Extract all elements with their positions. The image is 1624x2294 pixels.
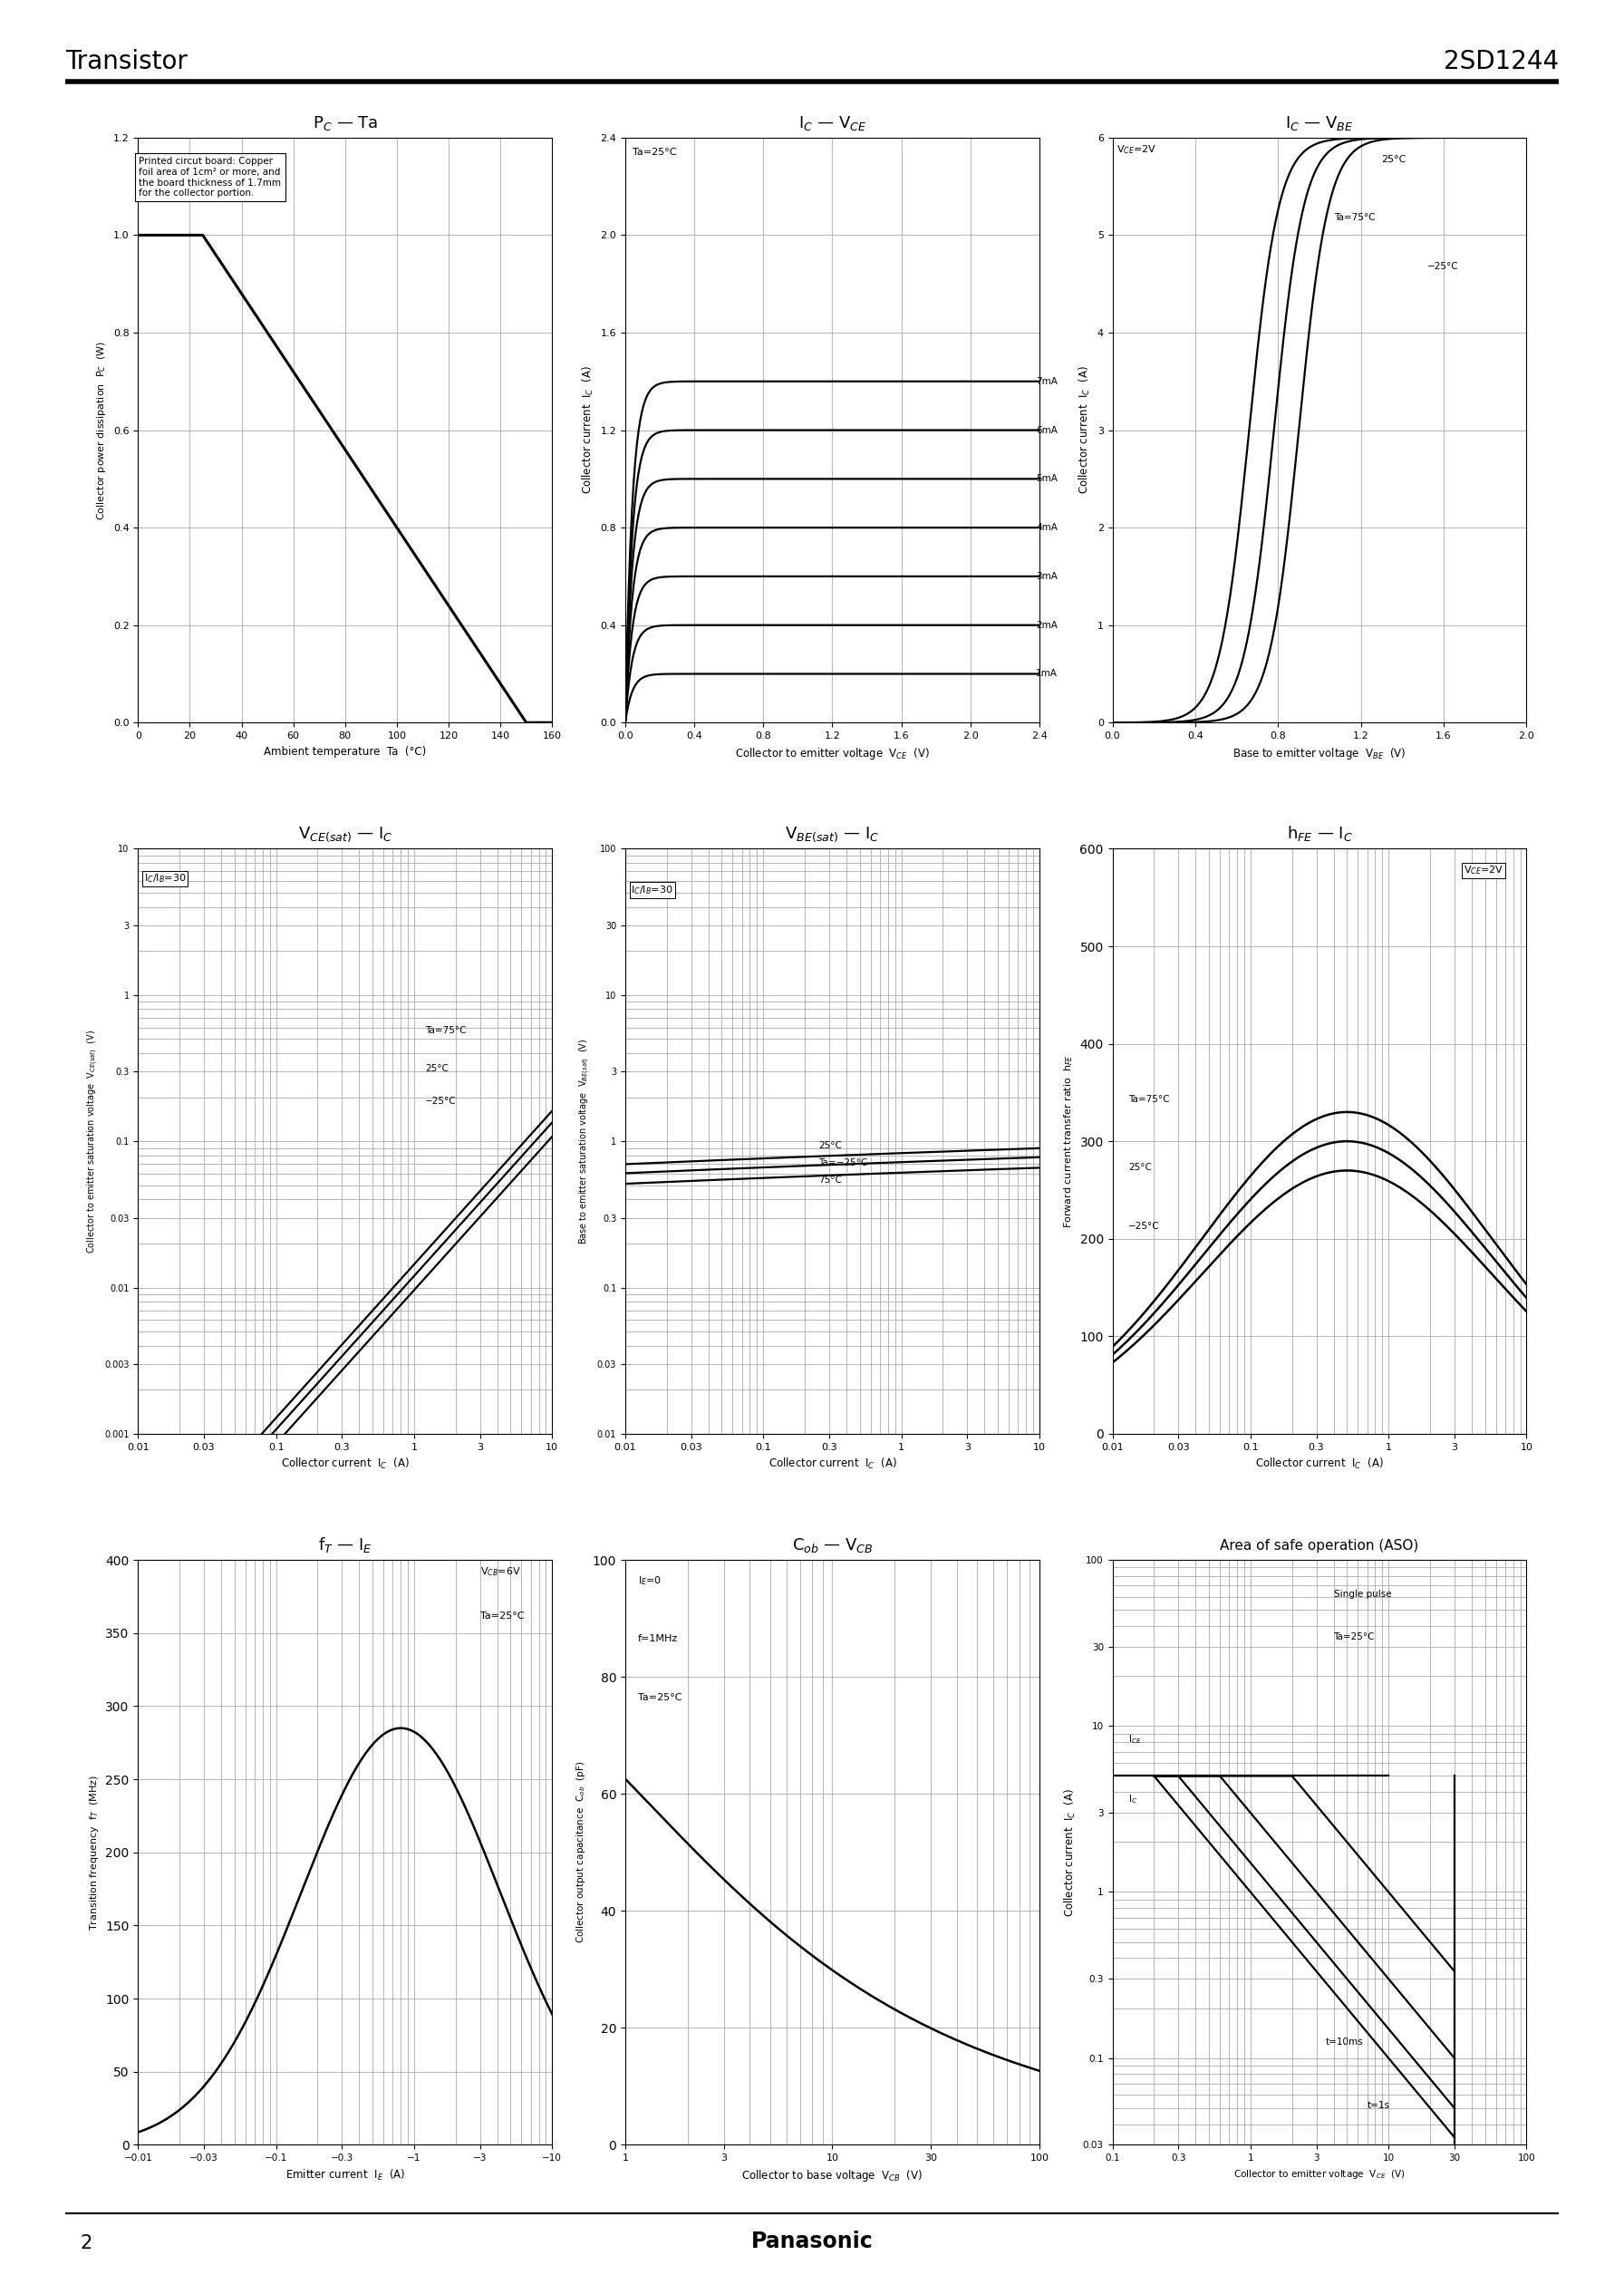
- Text: 1mA: 1mA: [1036, 670, 1057, 679]
- Text: V$_{CE}$=2V: V$_{CE}$=2V: [1463, 865, 1504, 876]
- Y-axis label: Collector power dissipation  P$_C$  (W): Collector power dissipation P$_C$ (W): [96, 340, 109, 521]
- X-axis label: Ambient temperature  Ta  (°C): Ambient temperature Ta (°C): [263, 746, 427, 757]
- Text: 2: 2: [80, 2234, 93, 2253]
- Text: Panasonic: Panasonic: [750, 2232, 874, 2253]
- Title: V$_{CE(sat)}$ — I$_C$: V$_{CE(sat)}$ — I$_C$: [297, 826, 393, 844]
- Text: Ta=75°C: Ta=75°C: [1333, 213, 1376, 223]
- Text: −25°C: −25°C: [1427, 262, 1458, 271]
- X-axis label: Collector current  I$_C$  (A): Collector current I$_C$ (A): [768, 1457, 896, 1470]
- X-axis label: Collector to emitter voltage  V$_{CE}$  (V): Collector to emitter voltage V$_{CE}$ (V…: [736, 746, 929, 762]
- Text: Ta=−25°C: Ta=−25°C: [818, 1158, 867, 1168]
- Y-axis label: Collector current  I$_C$  (A): Collector current I$_C$ (A): [581, 367, 594, 493]
- Text: −25°C: −25°C: [1129, 1223, 1160, 1232]
- Text: Ta=75°C: Ta=75°C: [1129, 1094, 1169, 1103]
- Y-axis label: Collector current  I$_C$  (A): Collector current I$_C$ (A): [1078, 367, 1091, 493]
- Text: t=1s: t=1s: [1367, 2101, 1390, 2110]
- X-axis label: Emitter current  I$_E$  (A): Emitter current I$_E$ (A): [286, 2168, 404, 2182]
- Text: I$_C$/I$_B$=30: I$_C$/I$_B$=30: [145, 872, 187, 885]
- Text: 25°C: 25°C: [1382, 154, 1406, 163]
- Text: f=1MHz: f=1MHz: [638, 1636, 677, 1643]
- Text: I$_E$=0: I$_E$=0: [638, 1574, 661, 1587]
- Y-axis label: Transition frequency  f$_T$  (MHz): Transition frequency f$_T$ (MHz): [88, 1776, 101, 1929]
- Y-axis label: Forward current transfer ratio  h$_{FE}$: Forward current transfer ratio h$_{FE}$: [1062, 1055, 1075, 1227]
- Text: 25°C: 25°C: [1129, 1163, 1151, 1172]
- Title: Area of safe operation (ASO): Area of safe operation (ASO): [1220, 1539, 1419, 1553]
- Text: −25°C: −25°C: [425, 1097, 456, 1106]
- Text: Single pulse: Single pulse: [1333, 1590, 1392, 1599]
- Title: f$_T$ — I$_E$: f$_T$ — I$_E$: [318, 1535, 372, 1555]
- Text: 6mA: 6mA: [1036, 427, 1057, 434]
- Text: I$_C$: I$_C$: [1129, 1792, 1137, 1805]
- Text: Printed circut board: Copper
foil area of 1cm² or more, and
the board thickness : Printed circut board: Copper foil area o…: [140, 156, 281, 197]
- Text: I$_C$/I$_B$=30: I$_C$/I$_B$=30: [632, 883, 674, 897]
- Text: I$_{CE}$: I$_{CE}$: [1129, 1732, 1142, 1746]
- Title: I$_C$ — V$_{BE}$: I$_C$ — V$_{BE}$: [1285, 115, 1354, 133]
- Text: V$_{CE}$=2V: V$_{CE}$=2V: [1117, 142, 1156, 156]
- X-axis label: Base to emitter voltage  V$_{BE}$  (V): Base to emitter voltage V$_{BE}$ (V): [1233, 746, 1406, 762]
- Text: 2mA: 2mA: [1036, 622, 1057, 629]
- X-axis label: Collector to base voltage  V$_{CB}$  (V): Collector to base voltage V$_{CB}$ (V): [742, 2168, 922, 2184]
- Text: 75°C: 75°C: [818, 1175, 841, 1184]
- X-axis label: Collector to emitter voltage  V$_{CE}$  (V): Collector to emitter voltage V$_{CE}$ (V…: [1233, 2168, 1406, 2182]
- Text: 2SD1244: 2SD1244: [1444, 48, 1559, 76]
- Text: Ta=75°C: Ta=75°C: [425, 1025, 466, 1035]
- Title: C$_{ob}$ — V$_{CB}$: C$_{ob}$ — V$_{CB}$: [793, 1537, 872, 1555]
- X-axis label: Collector current  I$_C$  (A): Collector current I$_C$ (A): [281, 1457, 409, 1470]
- Text: Ta=25°C: Ta=25°C: [1333, 1633, 1376, 1643]
- Text: 25°C: 25°C: [425, 1064, 448, 1074]
- Text: 7mA: 7mA: [1036, 376, 1057, 385]
- Text: 4mA: 4mA: [1036, 523, 1057, 532]
- Text: Transistor: Transistor: [65, 48, 187, 76]
- Text: 25°C: 25°C: [818, 1140, 841, 1149]
- Text: 3mA: 3mA: [1036, 571, 1057, 580]
- Title: h$_{FE}$ — I$_C$: h$_{FE}$ — I$_C$: [1286, 824, 1353, 844]
- X-axis label: Collector current  I$_C$  (A): Collector current I$_C$ (A): [1255, 1457, 1384, 1470]
- Y-axis label: Base to emitter saturation voltage  V$_{BE(sat)}$  (V): Base to emitter saturation voltage V$_{B…: [578, 1039, 593, 1243]
- Text: Ta=25°C: Ta=25°C: [632, 147, 676, 156]
- Y-axis label: Collector to emitter saturation voltage  V$_{CE(sat)}$  (V): Collector to emitter saturation voltage …: [86, 1030, 99, 1253]
- Title: P$_C$ — Ta: P$_C$ — Ta: [312, 115, 378, 133]
- Y-axis label: Collector current  I$_C$  (A): Collector current I$_C$ (A): [1064, 1789, 1078, 1915]
- Title: I$_C$ — V$_{CE}$: I$_C$ — V$_{CE}$: [797, 115, 867, 133]
- Text: V$_{CB}$=6V: V$_{CB}$=6V: [481, 1565, 521, 1578]
- Text: Ta=25°C: Ta=25°C: [638, 1693, 682, 1702]
- Text: t=10ms: t=10ms: [1325, 2037, 1363, 2046]
- Title: V$_{BE(sat)}$ — I$_C$: V$_{BE(sat)}$ — I$_C$: [784, 826, 880, 844]
- Y-axis label: Collector output capacitance  C$_{ob}$  (pF): Collector output capacitance C$_{ob}$ (p…: [575, 1762, 588, 1943]
- Text: Ta=25°C: Ta=25°C: [481, 1610, 525, 1620]
- Text: 5mA: 5mA: [1036, 475, 1057, 484]
